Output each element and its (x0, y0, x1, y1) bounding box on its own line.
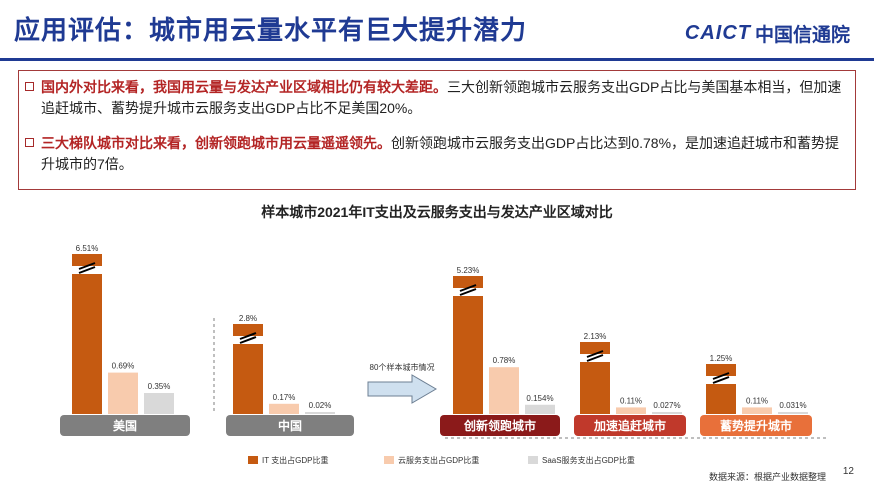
category-label-bg (440, 415, 560, 436)
axis-break-mark (78, 266, 96, 274)
bar-break-cap (706, 364, 736, 376)
category-label-bg (226, 415, 354, 436)
right-arrow-icon (367, 374, 437, 404)
bar-2-4 (778, 412, 808, 414)
legend-swatch (248, 456, 258, 464)
legend-swatch (384, 456, 394, 464)
data-label: 1.25% (710, 354, 733, 363)
bar-0-1 (233, 344, 263, 414)
bullet-2: 三大梯队城市对比来看，创新领跑城市用云量遥遥领先。创新领跑城市云服务支出GDP占… (25, 133, 851, 175)
legend-label: IT 支出占GDP比重 (262, 455, 329, 465)
category-label: 创新领跑城市 (463, 418, 536, 433)
data-label: 0.11% (746, 396, 768, 405)
axis-break-mark (78, 262, 96, 270)
data-label: 5.23% (457, 266, 480, 275)
bar-1-3 (616, 407, 646, 414)
data-label: 0.031% (779, 401, 806, 410)
bar-break-cap (453, 276, 483, 288)
axis-break-mark (586, 354, 604, 362)
summary-box: 国内外对比来看，我国用云量与发达产业区域相比仍有较大差距。三大创新领跑城市云服务… (18, 70, 856, 190)
data-label: 0.154% (526, 394, 553, 403)
bar-2-3 (652, 412, 682, 414)
axis-break-mark (586, 350, 604, 358)
axis-break-mark (239, 332, 257, 340)
category-label: 加速追赶城市 (593, 418, 666, 433)
category-label: 蓄势提升城市 (720, 418, 792, 433)
legend-label: SaaS服务支出占GDP比重 (542, 455, 635, 465)
bullet-2-highlight: 三大梯队城市对比来看，创新领跑城市用云量遥遥领先。 (41, 135, 391, 151)
bar-1-0 (108, 372, 138, 414)
data-label: 0.35% (148, 382, 171, 391)
bar-0-2 (453, 296, 483, 414)
data-label: 0.17% (273, 393, 296, 402)
axis-break-mark (712, 376, 730, 384)
legend-label: 云服务支出占GDP比重 (398, 455, 479, 465)
bar-1-1 (269, 403, 299, 414)
arrow-label: 80个样本城市情况 (370, 362, 435, 372)
logo-text-en: CAICT (684, 22, 751, 44)
category-label-bg (574, 415, 686, 436)
bar-break-cap (72, 254, 102, 266)
bullet-square-icon (25, 82, 34, 91)
bar-1-2 (489, 367, 519, 414)
axis-break-mark (712, 372, 730, 380)
data-label: 0.78% (493, 356, 516, 365)
data-label: 2.8% (239, 314, 257, 323)
legend-swatch (528, 456, 538, 464)
title-divider (0, 58, 874, 61)
category-label: 美国 (113, 418, 137, 433)
axis-break-mark (459, 288, 477, 296)
bar-2-0 (144, 393, 174, 414)
bullet-1-text: 三大创新领跑城市云服务支出GDP占比与美国基本相当，但加速追赶城市、蓄势提升城市… (41, 79, 842, 116)
bar-0-4 (706, 384, 736, 414)
bar-0-3 (580, 362, 610, 414)
data-label: 0.027% (653, 401, 680, 410)
axis-break-mark (459, 284, 477, 292)
bullet-2-text: 创新领跑城市云服务支出GDP占比达到0.78%，是加速追赶城市和蓄势提升城市的7… (41, 135, 840, 172)
bar-0-0 (72, 274, 102, 414)
data-label: 0.11% (620, 396, 642, 405)
category-label-bg (60, 415, 190, 436)
logo-text-cn: 中国信通院 (754, 25, 850, 46)
bar-2-1 (305, 412, 335, 414)
data-label: 0.69% (112, 362, 135, 371)
category-label: 中国 (278, 418, 302, 433)
bullet-1-highlight: 国内外对比来看，我国用云量与发达产业区域相比仍有较大差距。 (41, 79, 447, 95)
bar-1-4 (742, 407, 772, 414)
data-label: 2.13% (584, 332, 607, 341)
bar-2-2 (525, 404, 555, 414)
page-number: 12 (842, 466, 854, 477)
data-label: 0.02% (309, 401, 332, 410)
data-source: 数据来源：根据产业数据整理 (708, 472, 826, 482)
bar-break-cap (580, 342, 610, 354)
axis-break-mark (239, 336, 257, 344)
bar-break-cap (233, 324, 263, 336)
page-title: 应用评估：城市用云量水平有巨大提升潜力 (14, 15, 528, 45)
bullet-1: 国内外对比来看，我国用云量与发达产业区域相比仍有较大差距。三大创新领跑城市云服务… (25, 77, 851, 119)
category-label-bg (700, 415, 812, 436)
data-label: 6.51% (76, 244, 99, 253)
caict-logo: CAICT 中国信通院 (685, 20, 850, 47)
chart-title: 样本城市2021年IT支出及云服务支出与发达产业区域对比 (261, 204, 613, 220)
bullet-square-icon (25, 138, 34, 147)
